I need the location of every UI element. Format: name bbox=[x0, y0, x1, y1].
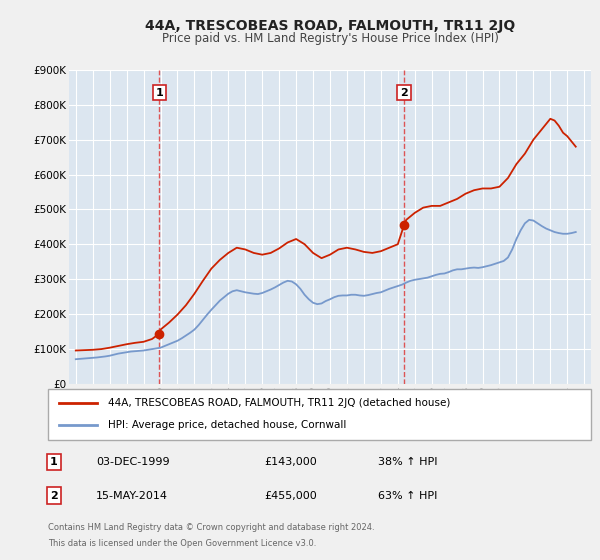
Text: This data is licensed under the Open Government Licence v3.0.: This data is licensed under the Open Gov… bbox=[48, 539, 316, 548]
Text: 2: 2 bbox=[400, 88, 408, 97]
Text: 15-MAY-2014: 15-MAY-2014 bbox=[96, 491, 168, 501]
Text: Price paid vs. HM Land Registry's House Price Index (HPI): Price paid vs. HM Land Registry's House … bbox=[161, 32, 499, 45]
Text: 63% ↑ HPI: 63% ↑ HPI bbox=[378, 491, 437, 501]
Text: £143,000: £143,000 bbox=[264, 457, 317, 467]
Text: HPI: Average price, detached house, Cornwall: HPI: Average price, detached house, Corn… bbox=[108, 421, 346, 431]
Text: 03-DEC-1999: 03-DEC-1999 bbox=[96, 457, 170, 467]
Text: 1: 1 bbox=[50, 457, 58, 467]
Text: 44A, TRESCOBEAS ROAD, FALMOUTH, TR11 2JQ (detached house): 44A, TRESCOBEAS ROAD, FALMOUTH, TR11 2JQ… bbox=[108, 398, 450, 408]
Text: 44A, TRESCOBEAS ROAD, FALMOUTH, TR11 2JQ: 44A, TRESCOBEAS ROAD, FALMOUTH, TR11 2JQ bbox=[145, 19, 515, 33]
Text: Contains HM Land Registry data © Crown copyright and database right 2024.: Contains HM Land Registry data © Crown c… bbox=[48, 523, 374, 532]
Text: 1: 1 bbox=[155, 88, 163, 97]
Text: 2: 2 bbox=[50, 491, 58, 501]
Text: £455,000: £455,000 bbox=[264, 491, 317, 501]
FancyBboxPatch shape bbox=[48, 389, 591, 440]
Text: 38% ↑ HPI: 38% ↑ HPI bbox=[378, 457, 437, 467]
